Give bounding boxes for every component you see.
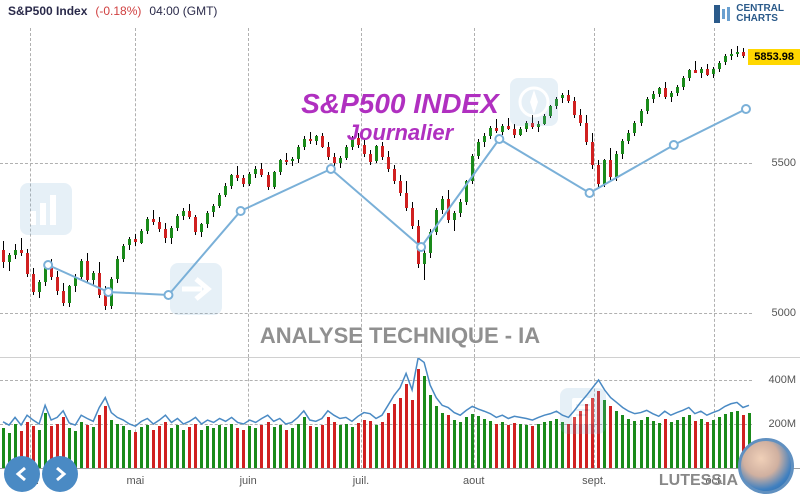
header-left: S&P500 Index (-0.18%) 04:00 (GMT) — [8, 4, 217, 18]
chart-header: S&P500 Index (-0.18%) 04:00 (GMT) CENTRA… — [0, 0, 800, 28]
avatar[interactable] — [738, 438, 794, 494]
nav-next-button[interactable] — [42, 456, 78, 492]
volume-line — [0, 358, 752, 468]
x-axis: avr.maijuinjuil.aoutsept.oct. LUTESSIA — [0, 468, 800, 496]
logo-text: CENTRAL CHARTS — [736, 4, 784, 24]
ticker-name: S&P500 Index — [8, 4, 87, 18]
timestamp: 04:00 (GMT) — [149, 4, 217, 18]
volume-chart[interactable]: 200M400M — [0, 358, 800, 468]
nav-prev-button[interactable] — [4, 456, 40, 492]
footer-brand: LUTESSIA — [659, 472, 738, 490]
price-change: (-0.18%) — [95, 4, 141, 18]
current-price-badge: 5853.98 — [748, 49, 800, 65]
logo-icon — [714, 5, 732, 23]
price-chart[interactable]: S&P500 INDEX Journalier ANALYSE TECHNIQU… — [0, 28, 800, 358]
overlay-line — [0, 28, 752, 358]
nav-buttons — [4, 456, 78, 492]
centralcharts-logo[interactable]: CENTRAL CHARTS — [714, 4, 792, 24]
